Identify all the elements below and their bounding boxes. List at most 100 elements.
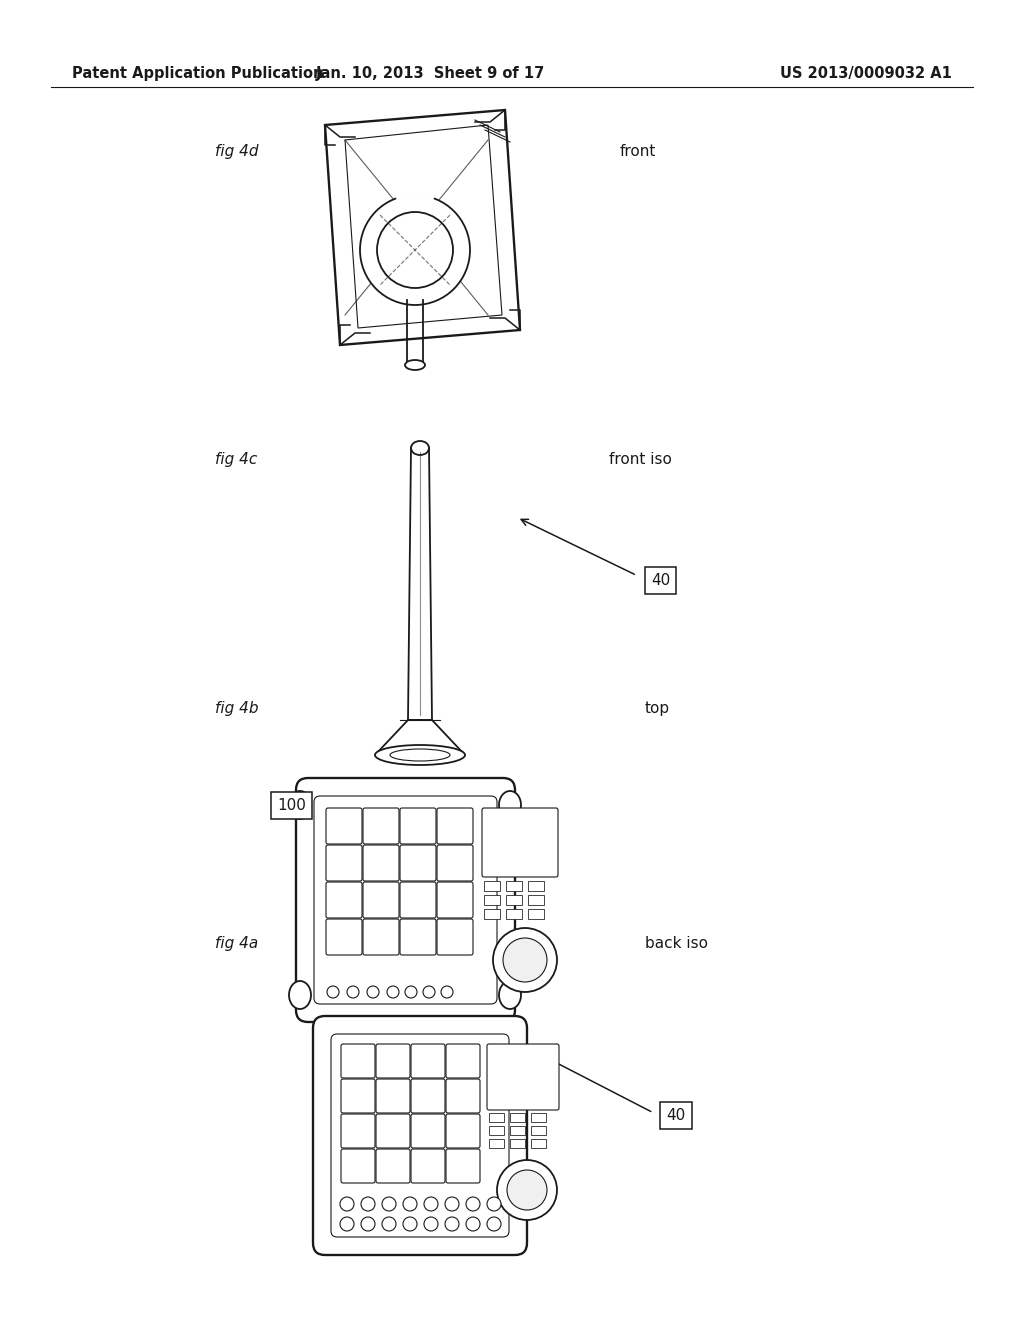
FancyBboxPatch shape (446, 1044, 480, 1078)
FancyBboxPatch shape (400, 845, 436, 880)
Bar (528, 895, 544, 906)
Bar (489, 1139, 504, 1148)
Text: US 2013/0009032 A1: US 2013/0009032 A1 (780, 66, 952, 82)
Circle shape (424, 1217, 438, 1232)
Ellipse shape (289, 981, 311, 1008)
FancyBboxPatch shape (411, 1044, 445, 1078)
Bar (528, 909, 544, 919)
Circle shape (507, 1170, 547, 1210)
FancyBboxPatch shape (296, 777, 515, 1022)
Text: front: front (620, 144, 656, 160)
FancyBboxPatch shape (411, 1148, 445, 1183)
Circle shape (493, 928, 557, 993)
FancyBboxPatch shape (362, 845, 399, 880)
Circle shape (487, 1197, 501, 1210)
Bar (484, 909, 500, 919)
Text: 40: 40 (651, 573, 670, 589)
Bar (506, 909, 522, 919)
Text: front iso: front iso (609, 451, 672, 467)
Circle shape (445, 1197, 459, 1210)
FancyBboxPatch shape (437, 845, 473, 880)
FancyBboxPatch shape (326, 808, 362, 843)
FancyBboxPatch shape (400, 882, 436, 917)
Polygon shape (408, 447, 432, 719)
Polygon shape (375, 719, 465, 755)
Circle shape (503, 939, 547, 982)
Bar (510, 1139, 525, 1148)
Circle shape (340, 1217, 354, 1232)
Circle shape (403, 1197, 417, 1210)
Circle shape (361, 1197, 375, 1210)
FancyBboxPatch shape (446, 1114, 480, 1148)
Circle shape (377, 213, 453, 288)
Text: Patent Application Publication: Patent Application Publication (72, 66, 324, 82)
FancyBboxPatch shape (362, 808, 399, 843)
Circle shape (340, 1197, 354, 1210)
Bar (484, 895, 500, 906)
Circle shape (387, 986, 399, 998)
FancyBboxPatch shape (341, 1114, 375, 1148)
Text: Jan. 10, 2013  Sheet 9 of 17: Jan. 10, 2013 Sheet 9 of 17 (315, 66, 545, 82)
Ellipse shape (289, 791, 311, 818)
Text: fig 4a: fig 4a (215, 936, 258, 952)
Polygon shape (308, 789, 512, 1010)
Ellipse shape (375, 744, 465, 766)
Circle shape (360, 195, 470, 305)
Bar (484, 880, 500, 891)
Text: 100: 100 (278, 797, 306, 813)
FancyBboxPatch shape (437, 808, 473, 843)
Text: back iso: back iso (645, 936, 709, 952)
FancyBboxPatch shape (326, 845, 362, 880)
Text: 40: 40 (667, 1107, 685, 1123)
FancyBboxPatch shape (341, 1078, 375, 1113)
Polygon shape (345, 125, 502, 327)
FancyBboxPatch shape (376, 1148, 410, 1183)
FancyBboxPatch shape (341, 1148, 375, 1183)
FancyBboxPatch shape (362, 882, 399, 917)
Circle shape (406, 986, 417, 998)
Ellipse shape (390, 748, 450, 762)
Ellipse shape (499, 981, 521, 1008)
Ellipse shape (411, 441, 429, 455)
FancyBboxPatch shape (326, 919, 362, 954)
Circle shape (367, 986, 379, 998)
FancyBboxPatch shape (437, 882, 473, 917)
Circle shape (487, 1217, 501, 1232)
Circle shape (361, 1217, 375, 1232)
FancyBboxPatch shape (313, 1016, 527, 1255)
Text: top: top (645, 701, 671, 717)
Bar (531, 1139, 546, 1148)
Text: fig 4c: fig 4c (215, 451, 257, 467)
Circle shape (382, 1197, 396, 1210)
Circle shape (497, 1160, 557, 1220)
Polygon shape (325, 110, 520, 345)
Bar (506, 880, 522, 891)
Bar (489, 1113, 504, 1122)
Circle shape (423, 986, 435, 998)
Ellipse shape (499, 791, 521, 818)
Circle shape (441, 986, 453, 998)
FancyBboxPatch shape (437, 919, 473, 954)
Circle shape (327, 986, 339, 998)
FancyBboxPatch shape (362, 919, 399, 954)
FancyBboxPatch shape (376, 1114, 410, 1148)
Bar (506, 895, 522, 906)
FancyBboxPatch shape (400, 808, 436, 843)
Circle shape (466, 1197, 480, 1210)
Bar (528, 880, 544, 891)
Bar (489, 1126, 504, 1135)
Circle shape (424, 1197, 438, 1210)
FancyBboxPatch shape (376, 1078, 410, 1113)
FancyBboxPatch shape (400, 919, 436, 954)
FancyBboxPatch shape (487, 1044, 559, 1110)
FancyBboxPatch shape (331, 1034, 509, 1237)
Text: fig 4d: fig 4d (215, 144, 258, 160)
FancyBboxPatch shape (326, 882, 362, 917)
Bar (531, 1126, 546, 1135)
Bar (510, 1113, 525, 1122)
Circle shape (403, 1217, 417, 1232)
Text: fig 4b: fig 4b (215, 701, 258, 717)
FancyBboxPatch shape (446, 1148, 480, 1183)
Bar (531, 1113, 546, 1122)
FancyBboxPatch shape (314, 796, 497, 1005)
